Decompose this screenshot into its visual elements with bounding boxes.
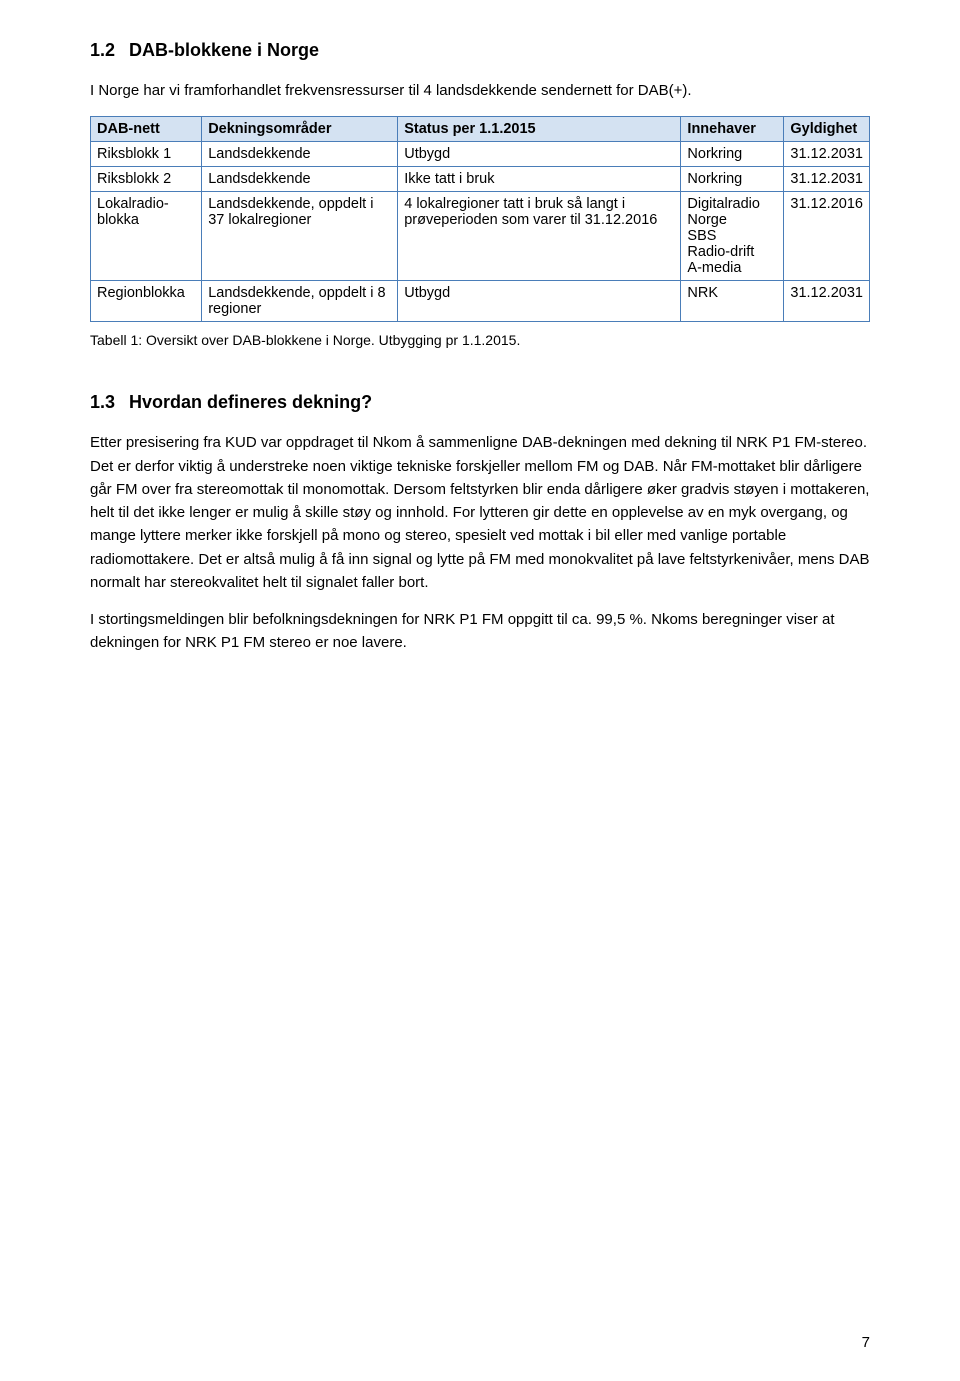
cell-r3-c3: 4 lokalregioner tatt i bruk så langt i p… bbox=[398, 192, 681, 281]
cell-r4-c1: Regionblokka bbox=[91, 281, 202, 322]
th-dab-nett: DAB-nett bbox=[91, 117, 202, 142]
cell-r3-c5: 31.12.2016 bbox=[784, 192, 870, 281]
cell-r1-c4: Norkring bbox=[681, 142, 784, 167]
section-1-3-p2: I stortingsmeldingen blir befolkningsdek… bbox=[90, 608, 870, 655]
cell-r2-c3: Ikke tatt i bruk bbox=[398, 167, 681, 192]
th-dekningsomrader: Dekningsområder bbox=[202, 117, 398, 142]
section-1-2-intro: I Norge har vi framforhandlet frekvensre… bbox=[90, 79, 870, 102]
section-1-3-p1: Etter presisering fra KUD var oppdraget … bbox=[90, 431, 870, 594]
cell-r2-c1: Riksblokk 2 bbox=[91, 167, 202, 192]
table-header-row: DAB-nett Dekningsområder Status per 1.1.… bbox=[91, 117, 870, 142]
section-1-3-number: 1.3 bbox=[90, 392, 124, 413]
cell-r1-c3: Utbygd bbox=[398, 142, 681, 167]
cell-r2-c4: Norkring bbox=[681, 167, 784, 192]
section-1-3-heading: 1.3 Hvordan defineres dekning? bbox=[90, 392, 870, 413]
th-gyldighet: Gyldighet bbox=[784, 117, 870, 142]
table-row: Riksblokk 1 Landsdekkende Utbygd Norkrin… bbox=[91, 142, 870, 167]
page-number: 7 bbox=[862, 1334, 870, 1351]
cell-r3-c1: Lokalradio-blokka bbox=[91, 192, 202, 281]
cell-r1-c2: Landsdekkende bbox=[202, 142, 398, 167]
cell-r2-c2: Landsdekkende bbox=[202, 167, 398, 192]
cell-r4-c4: NRK bbox=[681, 281, 784, 322]
cell-r4-c3: Utbygd bbox=[398, 281, 681, 322]
cell-r1-c1: Riksblokk 1 bbox=[91, 142, 202, 167]
table-row: Riksblokk 2 Landsdekkende Ikke tatt i br… bbox=[91, 167, 870, 192]
th-innehaver: Innehaver bbox=[681, 117, 784, 142]
cell-r4-c2: Landsdekkende, oppdelt i 8 regioner bbox=[202, 281, 398, 322]
section-1-3-title: Hvordan defineres dekning? bbox=[129, 392, 372, 412]
cell-r3-c4: Digitalradio NorgeSBSRadio-driftA-media bbox=[681, 192, 784, 281]
table-row: Regionblokka Landsdekkende, oppdelt i 8 … bbox=[91, 281, 870, 322]
cell-r2-c5: 31.12.2031 bbox=[784, 167, 870, 192]
cell-r3-c2: Landsdekkende, oppdelt i 37 lokalregione… bbox=[202, 192, 398, 281]
cell-r4-c5: 31.12.2031 bbox=[784, 281, 870, 322]
th-status: Status per 1.1.2015 bbox=[398, 117, 681, 142]
section-1-2-heading: 1.2 DAB-blokkene i Norge bbox=[90, 40, 870, 61]
section-1-2-title: DAB-blokkene i Norge bbox=[129, 40, 319, 60]
table-row: Lokalradio-blokka Landsdekkende, oppdelt… bbox=[91, 192, 870, 281]
table-caption: Tabell 1: Oversikt over DAB-blokkene i N… bbox=[90, 332, 870, 348]
section-1-2-number: 1.2 bbox=[90, 40, 124, 61]
page: 1.2 DAB-blokkene i Norge I Norge har vi … bbox=[0, 0, 960, 1381]
dab-table: DAB-nett Dekningsområder Status per 1.1.… bbox=[90, 116, 870, 322]
cell-r1-c5: 31.12.2031 bbox=[784, 142, 870, 167]
